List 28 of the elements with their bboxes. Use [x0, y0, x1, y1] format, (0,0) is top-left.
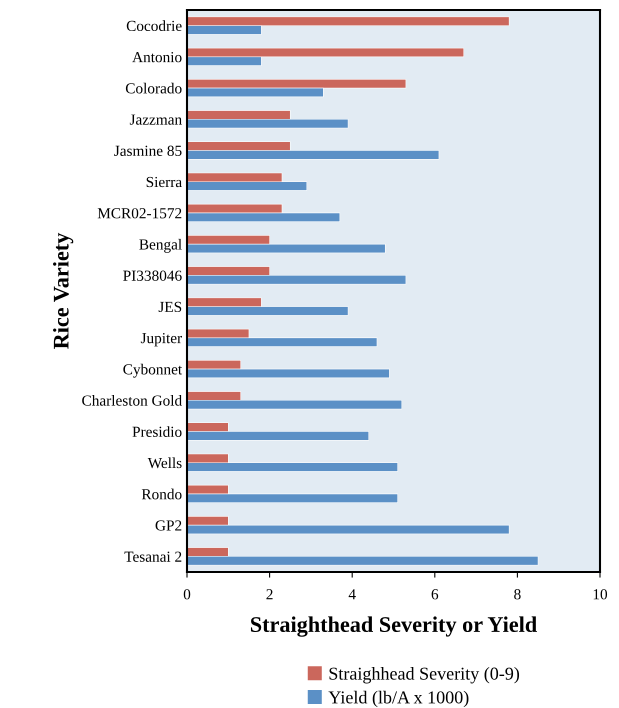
y-tick-label: Jasmine 85	[114, 146, 182, 156]
y-tick-label: Jupiter	[140, 333, 182, 346]
x-tick-label: 2	[266, 589, 273, 600]
y-tick-label: Presidio	[132, 426, 182, 437]
x-tick-label: 8	[514, 589, 521, 600]
x-tick-label: 10	[594, 589, 608, 600]
x-tick-label: 0	[184, 589, 190, 600]
y-tick-label: GP2	[156, 520, 182, 531]
y-tick-label: Rondo	[142, 488, 182, 500]
y-tick-label: Colorado	[126, 82, 182, 94]
y-tick-label: Bengal	[139, 238, 182, 253]
y-tick-label: Charleston Gold	[82, 394, 182, 406]
x-tick-label: 4	[348, 589, 356, 600]
y-tick-label: JES	[158, 302, 182, 312]
y-tick-label: Cybonnet	[123, 364, 182, 378]
y-tick-label: PI338046	[123, 270, 182, 281]
legend-label: Straighhead Severity (0-9)	[330, 667, 520, 684]
x-axis-title: Straighthead Severity or Yield	[250, 616, 537, 637]
y-axis-title: Rice Variety	[53, 232, 74, 349]
y-tick-label: Sierra	[146, 176, 182, 188]
y-tick-label: Jazzman	[130, 114, 182, 125]
legend-label: Yield (lb/A x 1000)	[328, 690, 468, 708]
x-tick-label: 6	[432, 589, 438, 600]
y-tick-label: Tesanai 2	[124, 552, 182, 562]
y-tick-label: MCR02-1572	[98, 208, 182, 218]
y-tick-label: Wells	[148, 457, 182, 468]
y-tick-label: Cocodrie	[126, 20, 182, 32]
y-tick-label: Antonio	[132, 52, 182, 62]
